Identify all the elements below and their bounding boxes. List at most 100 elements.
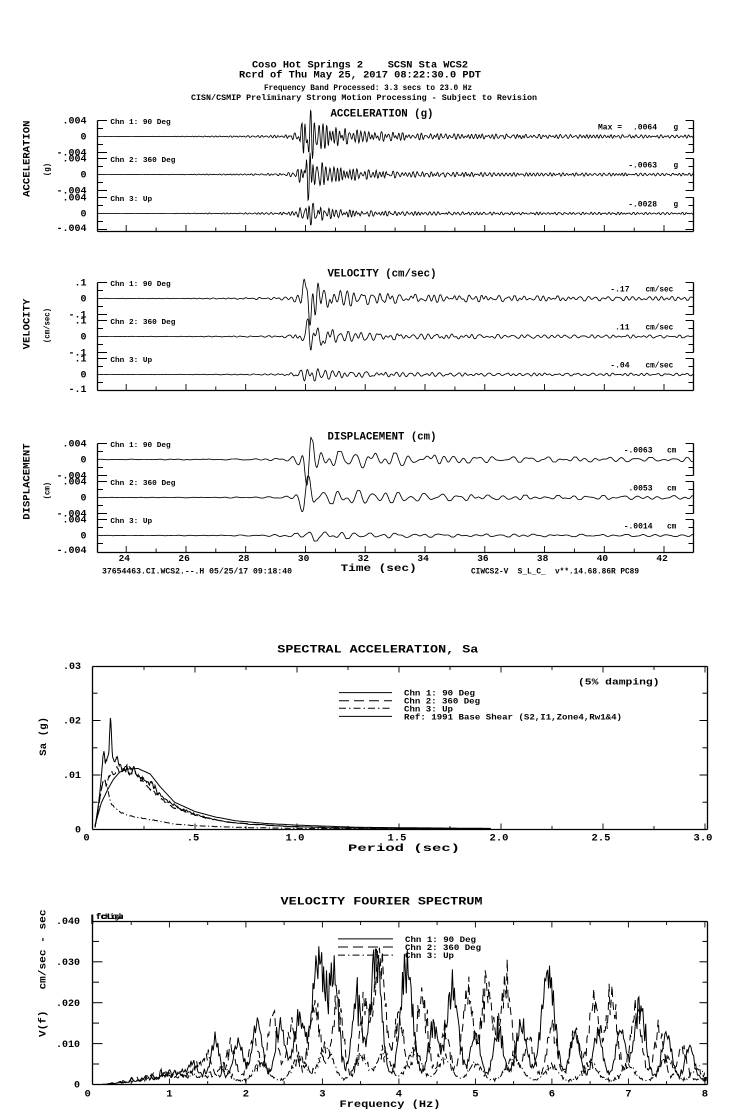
- svg-text:0: 0: [80, 494, 86, 505]
- svg-text:-.1: -.1: [68, 311, 86, 322]
- svg-text:VELOCITY (cm/sec): VELOCITY (cm/sec): [328, 269, 437, 281]
- svg-text:(5% damping): (5% damping): [578, 677, 660, 688]
- svg-text:-.17: -.17: [610, 286, 629, 295]
- svg-text:.0064: .0064: [633, 124, 657, 133]
- svg-text:Frequency Band Processed: 3.3: Frequency Band Processed: 3.3 secs to 23…: [264, 84, 472, 93]
- svg-text:Chn 1: 90 Deg: Chn 1: 90 Deg: [110, 281, 171, 289]
- svg-text:.030: .030: [56, 958, 80, 969]
- svg-text:Chn 1: 90 Deg: Chn 1: 90 Deg: [110, 442, 171, 450]
- svg-text:-.1: -.1: [68, 349, 86, 360]
- svg-text:-.1: -.1: [68, 385, 86, 396]
- svg-text:Sa (g): Sa (g): [38, 717, 50, 756]
- svg-text:.010: .010: [56, 1040, 80, 1051]
- svg-text:V(f): V(f): [38, 1011, 50, 1038]
- svg-text:3: 3: [319, 1089, 325, 1101]
- svg-text:Chn 1: 90 Deg: Chn 1: 90 Deg: [405, 936, 476, 945]
- svg-text:0: 0: [80, 532, 86, 543]
- svg-text:8: 8: [702, 1089, 708, 1101]
- svg-text:-.004: -.004: [56, 149, 86, 160]
- svg-text:0: 0: [83, 832, 89, 844]
- svg-text:.01: .01: [63, 771, 81, 782]
- svg-text:0: 0: [80, 456, 86, 467]
- svg-text:6: 6: [549, 1089, 555, 1101]
- svg-text:CISN/CSMIP Preliminary Strong: CISN/CSMIP Preliminary Strong Motion Pro…: [191, 94, 537, 103]
- svg-text:Chn 2: 360 Deg: Chn 2: 360 Deg: [404, 698, 480, 707]
- svg-text:.004: .004: [62, 155, 86, 166]
- svg-text:-.004: -.004: [56, 472, 86, 483]
- svg-text:VELOCITY: VELOCITY: [22, 298, 34, 349]
- svg-text:cm/sec: cm/sec: [646, 286, 674, 295]
- svg-text:Period (sec): Period (sec): [348, 843, 460, 855]
- svg-text:.0053: .0053: [628, 485, 652, 494]
- svg-text:37654463.CI.WCS2.--.H 05/25/17: 37654463.CI.WCS2.--.H 05/25/17 09:18:40: [102, 567, 292, 576]
- svg-text:0: 0: [80, 210, 86, 221]
- svg-text:.1: .1: [74, 317, 86, 328]
- svg-text:Chn 3: Up: Chn 3: Up: [405, 952, 454, 961]
- svg-text:1: 1: [166, 1089, 172, 1101]
- svg-text:2.5: 2.5: [592, 832, 611, 844]
- svg-text:Frequency (Hz): Frequency (Hz): [340, 1099, 441, 1111]
- svg-text:ACCELERATION: ACCELERATION: [22, 120, 34, 196]
- svg-text:Chn 2: 360 Deg: Chn 2: 360 Deg: [110, 480, 175, 488]
- svg-text:42: 42: [656, 553, 668, 564]
- svg-text:0: 0: [80, 295, 86, 306]
- svg-text:0: 0: [80, 171, 86, 182]
- svg-text:CIWCS2-V S_L_C_ v**.14.68.86: CIWCS2-V S_L_C_ v**.14.68.86R PC89: [471, 567, 639, 576]
- svg-text:ACCELERATION (g): ACCELERATION (g): [331, 109, 434, 121]
- svg-text:g: g: [674, 162, 679, 171]
- svg-text:40: 40: [597, 553, 609, 564]
- svg-text:-.004: -.004: [56, 187, 86, 198]
- svg-text:3.0: 3.0: [694, 832, 713, 844]
- svg-text:Chn 1: 90 Deg: Chn 1: 90 Deg: [110, 119, 171, 127]
- svg-text:Chn 3: Up: Chn 3: Up: [110, 518, 152, 526]
- svg-text:34: 34: [417, 553, 429, 564]
- svg-text:Chn 1: 90 Deg: Chn 1: 90 Deg: [404, 690, 475, 699]
- svg-text:.020: .020: [56, 999, 80, 1010]
- svg-text:30: 30: [298, 553, 310, 564]
- svg-text:0: 0: [75, 826, 81, 837]
- svg-text:.004: .004: [62, 194, 86, 205]
- svg-text:-.0063: -.0063: [624, 447, 653, 456]
- svg-text:Rcrd of Thu May 25, 2017 08:22: Rcrd of Thu May 25, 2017 08:22:30.0 PDT: [239, 70, 481, 82]
- svg-text:(cm): (cm): [45, 482, 53, 500]
- svg-text:g: g: [674, 201, 679, 210]
- svg-text:-.04: -.04: [610, 362, 629, 371]
- svg-text:cm: cm: [667, 485, 676, 494]
- svg-text:cm/sec: cm/sec: [646, 362, 674, 371]
- svg-text:-.004: -.004: [56, 546, 86, 557]
- svg-text:-.004: -.004: [56, 224, 86, 235]
- svg-text:0: 0: [80, 333, 86, 344]
- svg-text:.004: .004: [62, 117, 86, 128]
- svg-text:Chn 2: 360 Deg: Chn 2: 360 Deg: [405, 944, 481, 953]
- svg-text:fcHigh: fcHigh: [96, 913, 124, 922]
- svg-text:.1: .1: [74, 355, 86, 366]
- svg-text:-.0063: -.0063: [628, 162, 657, 171]
- svg-text:4: 4: [396, 1089, 402, 1101]
- svg-text:.040: .040: [56, 917, 80, 928]
- svg-text:0: 0: [84, 1089, 90, 1101]
- svg-text:.004: .004: [62, 516, 86, 527]
- svg-text:32: 32: [358, 553, 370, 564]
- svg-text:.11: .11: [615, 324, 630, 333]
- svg-text:5: 5: [472, 1089, 478, 1101]
- svg-text:7: 7: [625, 1089, 631, 1101]
- svg-text:0: 0: [74, 1081, 80, 1092]
- svg-text:0: 0: [80, 133, 86, 144]
- svg-text:Coso Hot Springs 2 SCSN Sta: Coso Hot Springs 2 SCSN Sta WCS2: [252, 60, 468, 72]
- svg-text:26: 26: [178, 553, 190, 564]
- svg-text:24: 24: [119, 553, 131, 564]
- svg-text:2: 2: [243, 1089, 249, 1101]
- svg-text:SPECTRAL ACCELERATION, Sa: SPECTRAL ACCELERATION, Sa: [277, 645, 478, 657]
- svg-text:-.0014: -.0014: [624, 523, 653, 532]
- svg-text:-.0028: -.0028: [628, 201, 657, 210]
- svg-text:(cm/sec): (cm/sec): [45, 308, 53, 343]
- svg-text:g: g: [674, 124, 679, 133]
- svg-text:-.004: -.004: [56, 510, 86, 521]
- svg-text:.5: .5: [187, 832, 200, 844]
- svg-text:(g): (g): [45, 163, 53, 176]
- svg-text:fcLow: fcLow: [96, 913, 123, 922]
- svg-text:Chn 2: 360 Deg: Chn 2: 360 Deg: [110, 157, 175, 165]
- svg-text:.02: .02: [63, 717, 81, 728]
- svg-text:Chn 3: Up: Chn 3: Up: [110, 196, 152, 204]
- svg-text:.004: .004: [62, 478, 86, 489]
